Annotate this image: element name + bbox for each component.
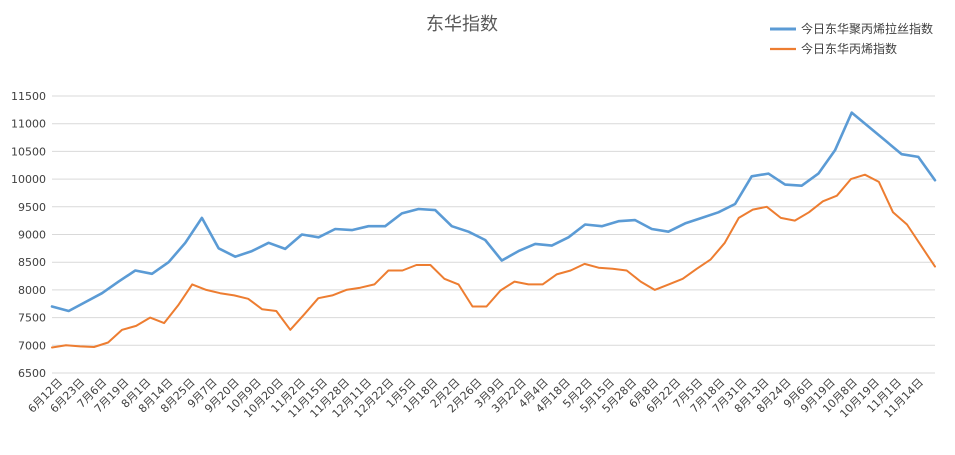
y-tick-label: 10000 [11,173,46,186]
chart-title: 东华指数 [426,14,498,35]
series-lines [50,111,937,349]
series-line-1 [50,111,937,313]
y-tick-label: 7000 [18,339,46,352]
y-axis-tick-labels: 6500 7000 7500 8000 8500 9000 9500 10000 10500 11… [11,90,46,380]
y-tick-label: 9500 [18,201,46,214]
y-tick-label: 8000 [18,284,46,297]
y-tick-label: 11000 [11,118,46,131]
series-line-2 [51,173,936,349]
legend-entry: 今日东华聚丙烯拉丝指数 [801,21,933,36]
y-tick-label: 11500 [11,90,46,103]
y-tick-label: 10500 [11,145,46,158]
y-tick-label: 8500 [18,256,46,269]
y-tick-label: 7500 [18,312,46,325]
x-axis-tick-labels: 6月12日6月23日7月6日7月19日8月1日8月14日8月25日9月7日9月2… [26,376,927,421]
gridlines [52,95,935,374]
y-tick-label: 6500 [18,367,46,380]
legend-entry: 今日东华丙烯指数 [801,41,897,56]
y-tick-label: 9000 [18,229,46,242]
